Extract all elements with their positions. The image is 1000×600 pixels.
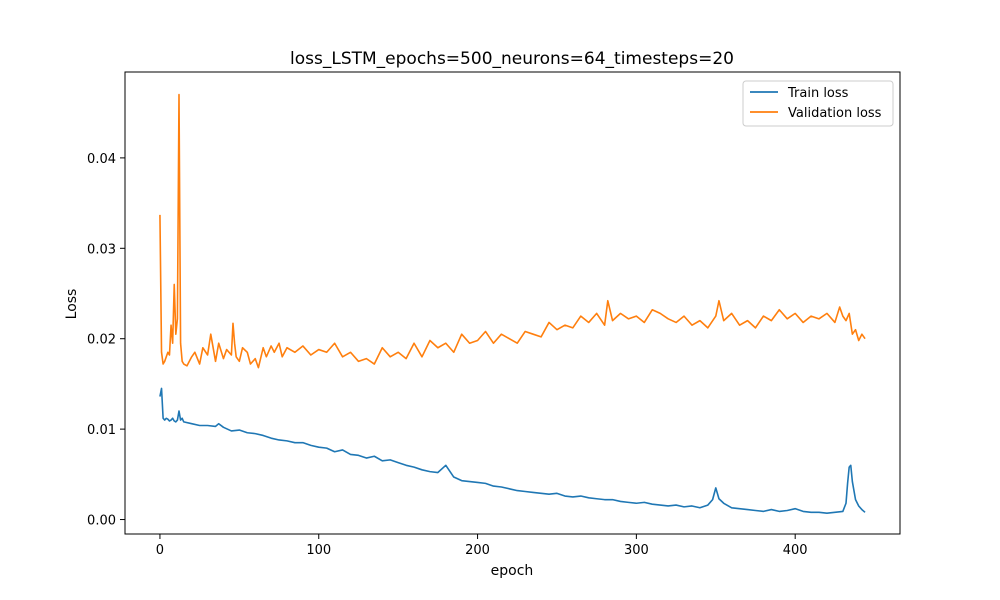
legend-label: Validation loss: [788, 106, 882, 121]
series-line-train-loss: [159, 387, 866, 515]
legend-box: [742, 80, 894, 127]
x-axis: 0 100 200 300 400: [156, 534, 808, 558]
y-axis-label: Loss: [64, 289, 80, 320]
legend-label: Train loss: [787, 86, 849, 101]
plot-area: [124, 71, 901, 535]
x-tick-label: 0: [156, 543, 164, 558]
y-tick-label: 0.04: [87, 152, 116, 167]
chart-title: loss_LSTM_epochs=500_neurons=64_timestep…: [290, 49, 734, 69]
legend: Train loss Validation loss: [742, 80, 894, 127]
plot-frame: [124, 71, 901, 535]
y-tick-label: 0.01: [87, 423, 116, 438]
x-tick-label: 400: [783, 543, 808, 558]
y-axis: 0.00 0.01 0.02 0.03 0.04: [87, 152, 125, 529]
y-tick-label: 0.00: [87, 514, 116, 529]
x-tick-label: 300: [624, 543, 649, 558]
x-axis-label: epoch: [491, 563, 534, 579]
x-tick-label: 200: [465, 543, 490, 558]
x-tick-label: 100: [306, 543, 331, 558]
y-tick-label: 0.03: [87, 242, 116, 257]
series-line-validation-loss: [159, 93, 866, 369]
y-tick-label: 0.02: [87, 333, 116, 348]
